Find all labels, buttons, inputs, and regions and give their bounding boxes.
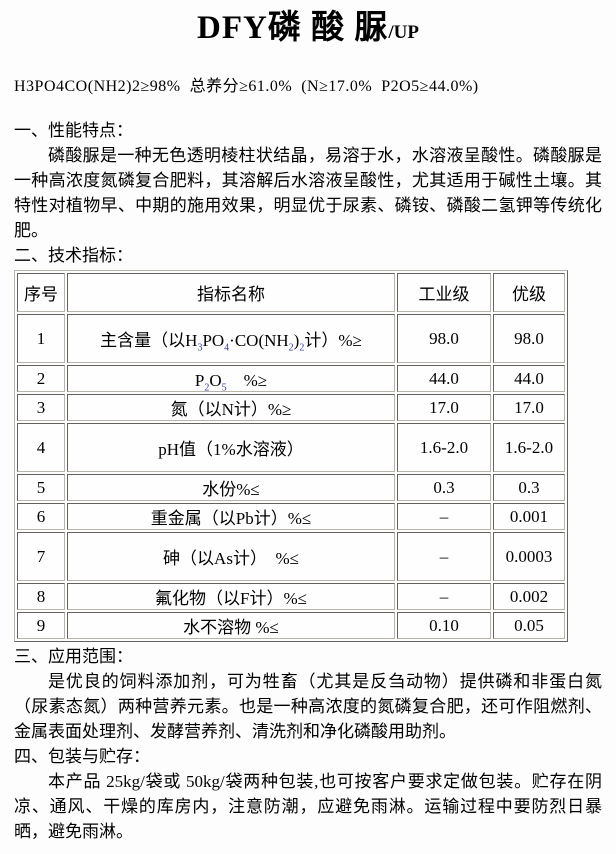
premium-grade-cell: 0.3 xyxy=(493,474,565,501)
industrial-grade-cell: – xyxy=(397,503,491,530)
header-cell-number: 序号 xyxy=(17,273,65,312)
indicator-name-cell: 水份%≤ xyxy=(67,474,395,501)
industrial-grade-cell: – xyxy=(397,583,491,610)
indicator-name-cell: 氮（以N计）%≥ xyxy=(67,394,395,421)
table-header-row: 序号 指标名称 工业级 优级 xyxy=(17,273,565,312)
table-row: 3 氮（以N计）%≥ 17.0 17.0 xyxy=(17,394,565,421)
row-number-cell: 3 xyxy=(17,394,65,421)
table-row: 2 P2O5 %≥ 44.0 44.0 xyxy=(17,365,565,392)
indicator-name-cell: pH值（1%水溶液） xyxy=(67,423,395,472)
indicator-name-cell: P2O5 %≥ xyxy=(67,365,395,392)
row-number-cell: 8 xyxy=(17,583,65,610)
indicator-name-cell: 砷（以As计） %≤ xyxy=(67,532,395,581)
row-number-cell: 2 xyxy=(17,365,65,392)
header-cell-indicator-name: 指标名称 xyxy=(67,273,395,312)
page-title-suffix: /UP xyxy=(388,22,419,43)
row-number-cell: 9 xyxy=(17,612,65,639)
row-number-cell: 6 xyxy=(17,503,65,530)
section-heading-performance: 一、性能特点： xyxy=(14,121,133,140)
page-title-main: DFY磷 酸 脲 xyxy=(197,10,389,46)
section-heading-packaging: 四、包装与贮存： xyxy=(14,747,150,766)
spec-table: 序号 指标名称 工业级 优级 1 主含量（以H3PO4·CO(NH2)2计）%≥ 9… xyxy=(14,270,568,642)
table-row: 7 砷（以As计） %≤ –0.0003 xyxy=(17,532,565,581)
industrial-grade-cell: 17.0 xyxy=(397,394,491,421)
table-row: 8 氟化物（以F计）%≤ –0.002 xyxy=(17,583,565,610)
industrial-grade-cell: 1.6-2.0 xyxy=(397,423,491,472)
section-body-application: 是优良的饲料添加剂，可为牲畜（尤其是反刍动物）提供磷和非蛋白氮（尿素态氮）两种营… xyxy=(14,672,602,741)
page-title: DFY磷 酸 脲/UP xyxy=(14,6,602,55)
indicator-name-cell: 氟化物（以F计）%≤ xyxy=(67,583,395,610)
row-number-cell: 4 xyxy=(17,423,65,472)
industrial-grade-cell: 44.0 xyxy=(397,365,491,392)
premium-grade-cell: 0.0003 xyxy=(493,532,565,581)
premium-grade-cell: 0.001 xyxy=(493,503,565,530)
section-heading-specs: 二、技术指标： xyxy=(14,246,133,265)
formula-line: H3PO4CO(NH2)2≥98% 总养分≥61.0% (N≥17.0% P2O… xyxy=(14,78,479,95)
header-cell-premium-grade: 优级 xyxy=(493,273,565,312)
premium-grade-cell: 44.0 xyxy=(493,365,565,392)
table-row: 1 主含量（以H3PO4·CO(NH2)2计）%≥ 98.0 98.0 xyxy=(17,314,565,363)
premium-grade-cell: 98.0 xyxy=(493,314,565,363)
premium-grade-cell: 17.0 xyxy=(493,394,565,421)
premium-grade-cell: 1.6-2.0 xyxy=(493,423,565,472)
premium-grade-cell: 0.002 xyxy=(493,583,565,610)
indicator-name-cell: 重金属（以Pb计）%≤ xyxy=(67,503,395,530)
table-row: 9 水不溶物 %≤ 0.10 0.05 xyxy=(17,612,565,639)
table-row: 5 水份%≤ 0.3 0.3 xyxy=(17,474,565,501)
industrial-grade-cell: – xyxy=(397,532,491,581)
industrial-grade-cell: 0.3 xyxy=(397,474,491,501)
section-body-performance: 磷酸脲是一种无色透明棱柱状结晶，易溶于水，水溶液呈酸性。磷酸脲是一种高浓度氮磷复… xyxy=(14,146,602,240)
indicator-name-cell: 水不溶物 %≤ xyxy=(67,612,395,639)
table-row: 6 重金属（以Pb计）%≤ –0.001 xyxy=(17,503,565,530)
indicator-name-cell: 主含量（以H3PO4·CO(NH2)2计）%≥ xyxy=(67,314,395,363)
premium-grade-cell: 0.05 xyxy=(493,612,565,639)
row-number-cell: 1 xyxy=(17,314,65,363)
row-number-cell: 5 xyxy=(17,474,65,501)
row-number-cell: 7 xyxy=(17,532,65,581)
industrial-grade-cell: 0.10 xyxy=(397,612,491,639)
section-body-packaging: 本产品 25kg/袋或 50kg/袋两种包装,也可按客户要求定做包装。贮存在阴凉… xyxy=(14,772,602,841)
table-row: 4 pH值（1%水溶液） 1.6-2.0 1.6-2.0 xyxy=(17,423,565,472)
industrial-grade-cell: 98.0 xyxy=(397,314,491,363)
header-cell-industrial-grade: 工业级 xyxy=(397,273,491,312)
section-heading-application: 三、应用范围： xyxy=(14,647,133,666)
